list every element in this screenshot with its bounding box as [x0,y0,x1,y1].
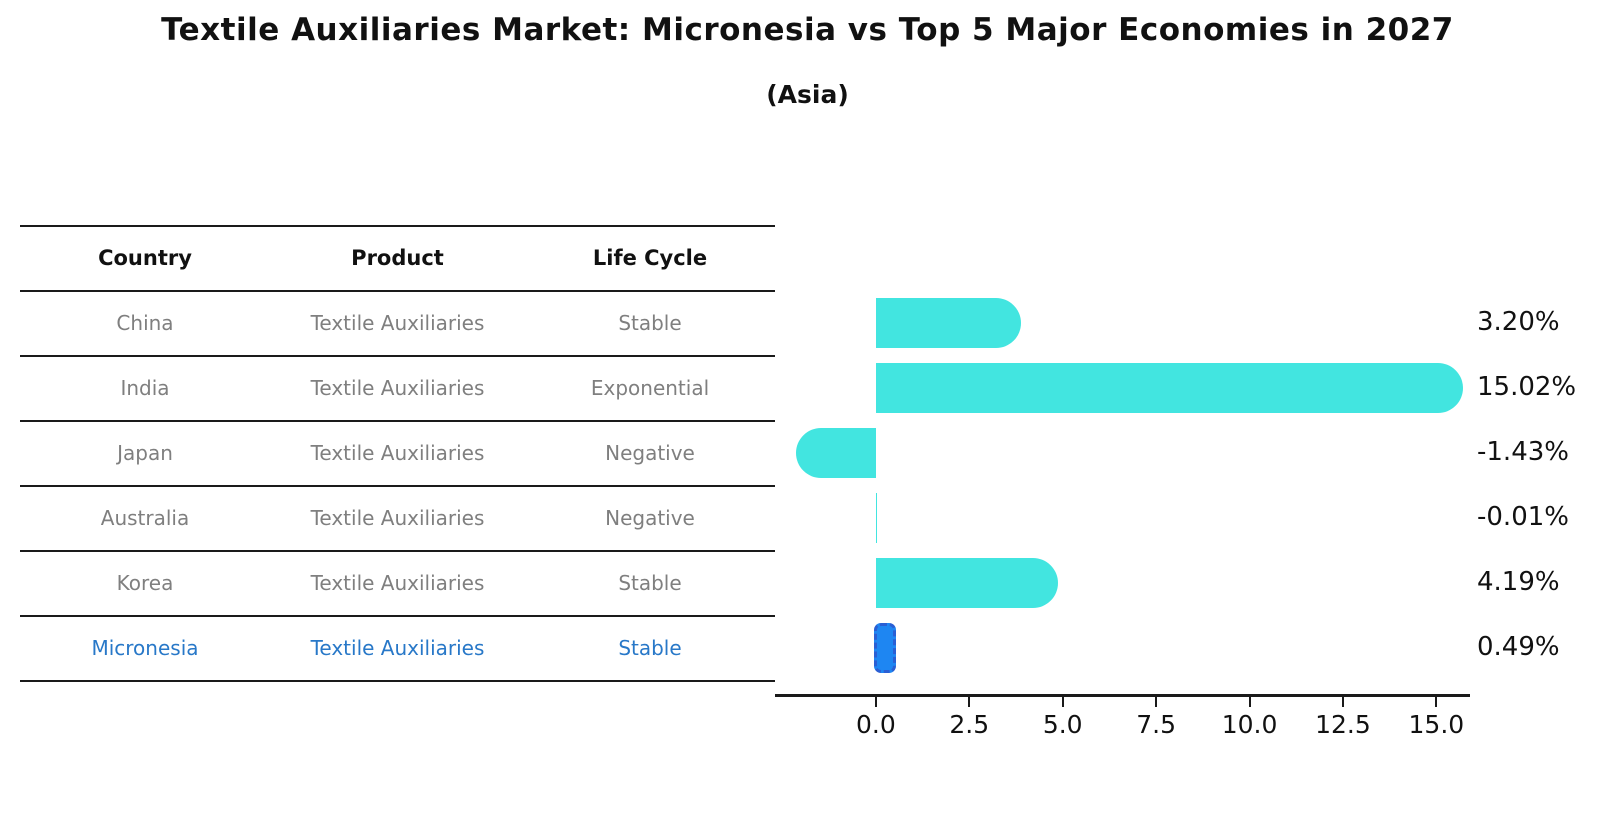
table-row-micronesia: Micronesia Textile Auxiliaries Stable [20,615,775,680]
column-header-country: Country [98,245,192,270]
x-axis-tick-label: 10.0 [1221,710,1278,739]
cell-life-cycle: Exponential [590,375,710,400]
x-axis-tick-label: 7.5 [1136,710,1176,739]
bar-india [875,362,1464,413]
table-row-india: India Textile Auxiliaries Exponential [20,355,775,420]
value-label-japan: -1.43% [1477,436,1569,467]
x-axis-tick-label: 2.5 [949,710,990,739]
cell-country: China [116,310,174,335]
x-axis-tick [968,697,971,707]
table-row-japan: Japan Textile Auxiliaries Negative [20,420,775,485]
x-axis-tick-label: 12.5 [1315,710,1371,739]
table-header-row: Country Product Life Cycle [20,225,775,290]
cell-product: Textile Auxiliaries [310,570,485,595]
value-label-australia: -0.01% [1477,501,1569,532]
table-rule [20,355,775,357]
cell-product: Textile Auxiliaries [310,635,485,660]
cell-product: Textile Auxiliaries [310,440,485,465]
y-axis-tick [757,615,775,617]
cell-life-cycle: Stable [618,570,682,595]
cell-life-cycle: Stable [618,635,682,660]
x-axis-tick-label: 15.0 [1408,710,1465,739]
value-label-india: 15.02% [1477,371,1577,402]
table-rule [20,680,775,682]
cell-country: Micronesia [91,635,199,660]
y-axis-tick [757,420,775,422]
y-axis-tick [757,355,775,357]
y-axis-tick [757,225,775,227]
x-axis-tick [1248,697,1251,707]
cell-product: Textile Auxiliaries [310,375,485,400]
column-header-life-cycle: Life Cycle [592,245,708,270]
bar-korea [875,557,1059,608]
cell-country: Korea [116,570,174,595]
table-rule [20,420,775,422]
x-axis-tick [874,697,877,707]
y-axis-tick [757,680,775,682]
cell-life-cycle: Stable [618,310,682,335]
cell-country: Japan [117,440,173,465]
y-axis-tick [757,550,775,552]
x-axis-tick [1341,697,1344,707]
y-axis-tick [757,290,775,292]
bar-micronesia [873,622,897,673]
y-axis-tick [757,485,775,487]
table-rule [20,550,775,552]
cell-country: Australia [100,505,190,530]
cell-life-cycle: Negative [605,505,695,530]
chart-title: Textile Auxiliaries Market: Micronesia v… [161,12,1454,48]
table-row-korea: Korea Textile Auxiliaries Stable [20,550,775,615]
table-rule [20,290,775,292]
chart-subtitle: (Asia) [766,80,849,109]
table-rule [20,615,775,617]
bar-japan [796,427,876,478]
table-rule [20,485,775,487]
cell-country: India [120,375,170,400]
value-label-micronesia: 0.49% [1477,631,1560,662]
table-row-australia: Australia Textile Auxiliaries Negative [20,485,775,550]
column-header-product: Product [351,245,444,270]
x-axis-tick [1155,697,1158,707]
value-label-korea: 4.19% [1477,566,1560,597]
x-axis-tick [1061,697,1064,707]
bar-china [875,297,1022,348]
x-axis-line [775,694,1470,697]
table-row-china: China Textile Auxiliaries Stable [20,290,775,355]
cell-product: Textile Auxiliaries [310,310,485,335]
x-axis-tick-label: 5.0 [1042,710,1083,739]
value-label-china: 3.20% [1477,306,1560,337]
x-axis-tick-label: 0.0 [855,710,896,739]
cell-product: Textile Auxiliaries [310,505,485,530]
x-axis-tick [1435,697,1438,707]
cell-life-cycle: Negative [605,440,695,465]
table-rule [20,225,775,227]
